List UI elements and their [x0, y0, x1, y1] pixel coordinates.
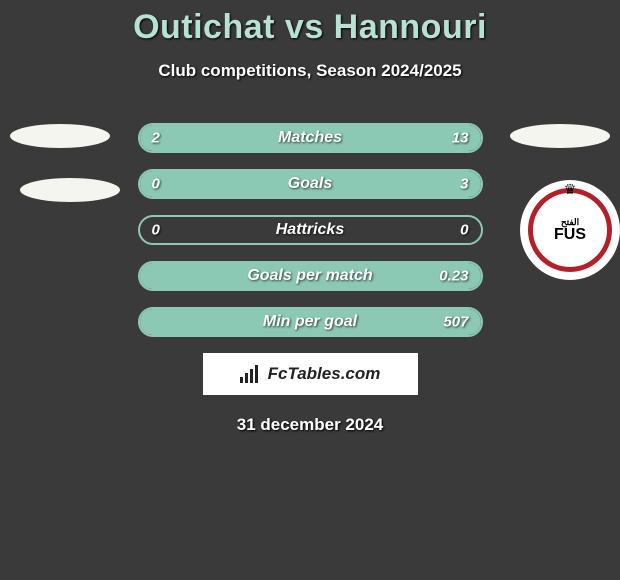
stat-value-right: 13: [452, 130, 469, 147]
stat-row-goals: 0 Goals 3: [138, 169, 483, 199]
fctables-text: FcTables.com: [268, 364, 381, 384]
stat-row-goals-per-match: Goals per match 0.23: [138, 261, 483, 291]
stat-row-hattricks: 0 Hattricks 0: [138, 215, 483, 245]
stat-value-right: 3: [460, 176, 468, 193]
page-title: Outichat vs Hannouri: [0, 0, 620, 47]
stat-label: Matches: [140, 129, 481, 147]
date-label: 31 december 2024: [0, 415, 620, 435]
stat-label: Min per goal: [140, 313, 481, 331]
stat-row-min-per-goal: Min per goal 507: [138, 307, 483, 337]
stat-row-matches: 2 Matches 13: [138, 123, 483, 153]
fctables-watermark: FcTables.com: [203, 353, 418, 395]
subtitle: Club competitions, Season 2024/2025: [0, 61, 620, 81]
stat-value-right: 507: [443, 314, 468, 331]
stat-label: Goals: [140, 175, 481, 193]
stat-label: Goals per match: [140, 267, 481, 285]
stats-container: 2 Matches 13 0 Goals 3 0 Hattricks 0 Goa…: [0, 123, 620, 337]
stat-value-right: 0: [460, 222, 468, 239]
stat-label: Hattricks: [140, 221, 481, 239]
bar-chart-icon: [240, 365, 262, 383]
stat-value-right: 0.23: [439, 268, 468, 285]
